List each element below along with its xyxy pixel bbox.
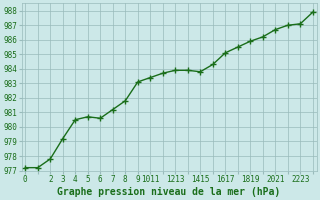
- X-axis label: Graphe pression niveau de la mer (hPa): Graphe pression niveau de la mer (hPa): [57, 186, 281, 197]
